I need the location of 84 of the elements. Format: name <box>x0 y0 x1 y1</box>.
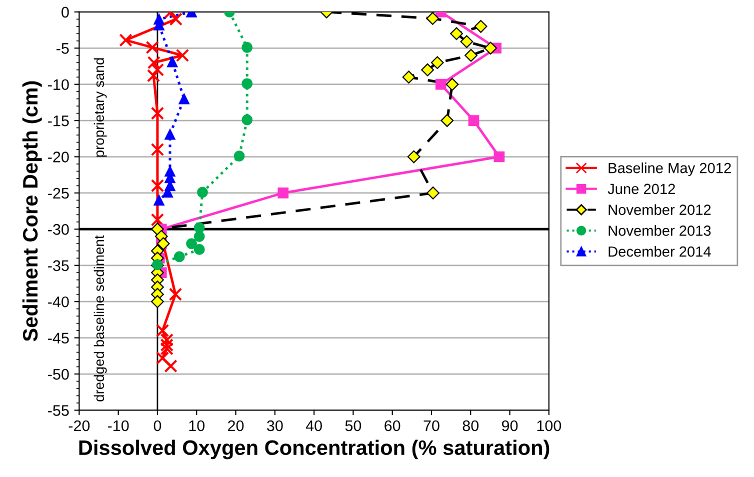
point <box>156 237 170 250</box>
y-tick-label: -50 <box>48 368 69 380</box>
point <box>242 114 253 126</box>
point <box>194 231 205 242</box>
point <box>421 63 434 76</box>
point <box>435 78 446 90</box>
point <box>440 114 454 127</box>
x-tick-label: 50 <box>345 420 362 432</box>
point <box>242 78 253 90</box>
y-tick-label: -10 <box>48 79 69 90</box>
annotation: proprietary sand <box>94 58 107 157</box>
legend-label: June 2012 <box>608 184 675 194</box>
point <box>150 213 164 226</box>
point <box>150 63 164 76</box>
x-tick-label: 0 <box>154 420 162 432</box>
y-tick-label: -25 <box>48 188 69 199</box>
point <box>146 69 160 82</box>
y-tick-label: -35 <box>48 260 69 272</box>
y-tick-label: -20 <box>48 152 69 162</box>
annotation: dredged baseline sediment <box>94 235 107 402</box>
x-tick-label: 90 <box>502 420 518 432</box>
y-tick-label: 0 <box>62 6 69 18</box>
x-tick-label: 80 <box>462 420 479 432</box>
point <box>156 324 170 338</box>
x-tick-label: 100 <box>537 420 562 432</box>
y-axis-title: Sediment Core Depth (cm) <box>22 81 42 342</box>
point <box>426 186 440 200</box>
point <box>169 12 182 26</box>
y-tick-label: -40 <box>48 296 69 308</box>
point <box>150 106 164 120</box>
point <box>197 186 208 198</box>
point <box>446 78 459 91</box>
point <box>174 251 185 262</box>
point <box>146 40 159 54</box>
y-tick-label: -15 <box>48 116 69 126</box>
point <box>160 333 174 347</box>
y-tick-label: -45 <box>48 332 69 344</box>
x-tick-label: -20 <box>68 420 90 432</box>
point <box>484 42 498 55</box>
legend-label: Baseline May 2012 <box>608 162 731 176</box>
x-tick-label: 30 <box>266 420 283 432</box>
point <box>407 150 420 164</box>
point <box>154 194 164 206</box>
point <box>430 56 444 70</box>
point <box>278 188 289 198</box>
point <box>164 128 176 140</box>
point <box>194 222 205 234</box>
x-tick-label: 70 <box>424 420 440 432</box>
y-tick-label: -55 <box>48 405 69 416</box>
point <box>160 342 174 356</box>
legend-label: December 2014 <box>608 246 711 257</box>
point <box>464 48 478 62</box>
point <box>426 12 440 25</box>
legend-label: November 2013 <box>608 225 711 236</box>
point <box>176 48 190 62</box>
point <box>151 295 164 308</box>
point <box>186 238 197 250</box>
x-tick-label: 20 <box>228 420 244 432</box>
legend-label: November 2012 <box>608 204 711 215</box>
x-tick-label: -10 <box>108 420 129 432</box>
point <box>166 56 178 68</box>
point <box>150 179 164 192</box>
point <box>164 359 178 373</box>
x-axis-title: Dissolved Oxygen Concentration (% saturation) <box>79 440 550 460</box>
x-tick-label: 10 <box>189 420 205 432</box>
x-tick-label: 40 <box>306 420 322 432</box>
point <box>402 70 416 84</box>
point <box>194 244 205 255</box>
y-tick-label: -30 <box>48 224 69 235</box>
point <box>468 115 480 126</box>
point <box>234 150 245 162</box>
point <box>460 35 474 48</box>
point <box>147 56 161 70</box>
point <box>160 338 174 352</box>
x-tick-label: 60 <box>384 420 400 432</box>
point <box>450 27 463 40</box>
point <box>242 42 253 53</box>
point <box>178 93 190 104</box>
point <box>494 151 505 162</box>
point <box>474 20 488 33</box>
y-tick-label: -5 <box>56 43 69 54</box>
point <box>150 142 164 156</box>
point <box>168 288 182 301</box>
point <box>119 34 132 47</box>
